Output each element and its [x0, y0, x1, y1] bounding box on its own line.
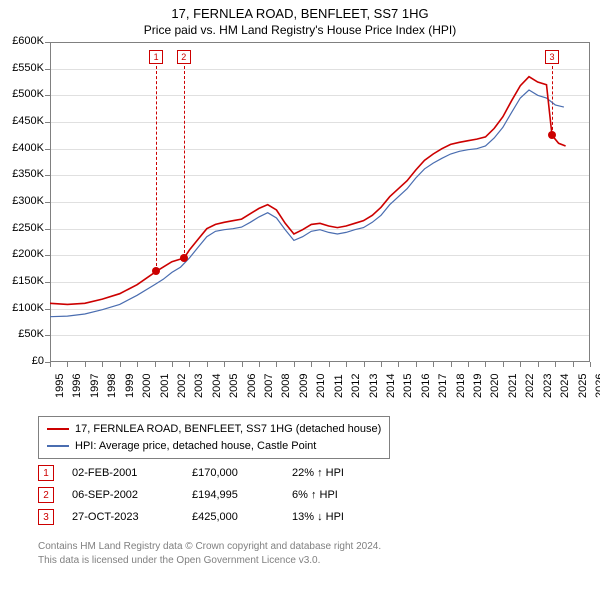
x-axis-label: 2022	[524, 374, 536, 398]
x-axis-label: 2014	[385, 374, 397, 398]
x-axis-label: 2011	[333, 374, 345, 398]
legend-label-hpi: HPI: Average price, detached house, Cast…	[75, 438, 316, 455]
x-axis-label: 2021	[507, 374, 519, 398]
footer-text: Contains HM Land Registry data © Crown c…	[38, 540, 381, 567]
x-axis-label: 1998	[106, 374, 118, 398]
transaction-pct: 13% ↓ HPI	[292, 511, 392, 523]
x-axis-label: 2026	[594, 374, 600, 398]
x-axis-label: 2000	[141, 374, 153, 398]
x-axis-label: 2015	[402, 374, 414, 398]
x-axis-label: 2024	[559, 374, 571, 398]
legend-box: 17, FERNLEA ROAD, BENFLEET, SS7 1HG (det…	[38, 416, 390, 459]
series-hpi	[50, 90, 564, 317]
x-axis-label: 2007	[263, 374, 275, 398]
x-axis-label: 2006	[246, 374, 258, 398]
transaction-date: 06-SEP-2002	[72, 489, 192, 501]
footer-line1: Contains HM Land Registry data © Crown c…	[38, 540, 381, 554]
transaction-row: 3 27-OCT-2023£425,00013% ↓ HPI	[38, 506, 392, 528]
x-axis-label: 1996	[71, 374, 83, 398]
transaction-price: £194,995	[192, 489, 292, 501]
transaction-marker-dot	[152, 267, 160, 275]
transaction-pct: 22% ↑ HPI	[292, 467, 392, 479]
legend-label-property: 17, FERNLEA ROAD, BENFLEET, SS7 1HG (det…	[75, 421, 381, 438]
x-axis-label: 2004	[211, 374, 223, 398]
transaction-price: £425,000	[192, 511, 292, 523]
x-axis-label: 2002	[176, 374, 188, 398]
x-axis-label: 2017	[437, 374, 449, 398]
series-property	[50, 77, 566, 305]
transaction-badge: 1	[38, 465, 54, 481]
transaction-pct: 6% ↑ HPI	[292, 489, 392, 501]
transaction-date: 02-FEB-2001	[72, 467, 192, 479]
transaction-badge: 2	[38, 487, 54, 503]
x-axis-label: 2009	[298, 374, 310, 398]
x-axis-label: 2008	[280, 374, 292, 398]
x-axis-label: 2020	[489, 374, 501, 398]
legend-item-property: 17, FERNLEA ROAD, BENFLEET, SS7 1HG (det…	[47, 421, 381, 438]
x-axis-label: 2018	[455, 374, 467, 398]
transaction-row: 2 06-SEP-2002£194,9956% ↑ HPI	[38, 484, 392, 506]
x-axis-label: 2016	[420, 374, 432, 398]
x-axis-label: 2013	[368, 374, 380, 398]
x-axis-label: 2025	[577, 374, 589, 398]
x-axis-label: 1995	[54, 374, 66, 398]
x-axis-label: 2005	[228, 374, 240, 398]
transaction-badge: 3	[38, 509, 54, 525]
transaction-price: £170,000	[192, 467, 292, 479]
x-axis-label: 2023	[542, 374, 554, 398]
x-axis-label: 2010	[315, 374, 327, 398]
legend-swatch-property	[47, 428, 69, 430]
legend-item-hpi: HPI: Average price, detached house, Cast…	[47, 438, 381, 455]
transaction-date: 27-OCT-2023	[72, 511, 192, 523]
transaction-row: 1 02-FEB-2001£170,00022% ↑ HPI	[38, 462, 392, 484]
chart-lines	[0, 0, 592, 364]
x-axis-label: 2003	[193, 374, 205, 398]
x-axis-label: 2019	[472, 374, 484, 398]
x-axis-label: 2012	[350, 374, 362, 398]
x-axis-label: 1999	[124, 374, 136, 398]
transactions-table: 1 02-FEB-2001£170,00022% ↑ HPI 2 06-SEP-200…	[38, 462, 392, 528]
transaction-marker-dot	[180, 254, 188, 262]
footer-line2: This data is licensed under the Open Gov…	[38, 554, 381, 568]
x-axis-label: 1997	[89, 374, 101, 398]
transaction-marker-dot	[548, 131, 556, 139]
legend-swatch-hpi	[47, 445, 69, 447]
x-axis-label: 2001	[159, 374, 171, 398]
